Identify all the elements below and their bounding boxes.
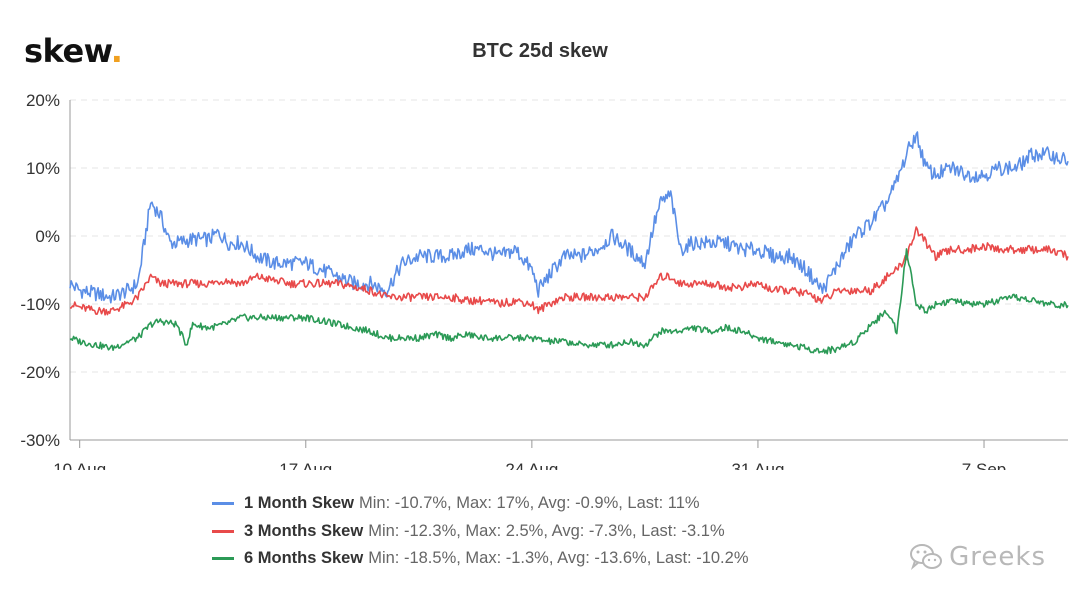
line-chart: 20% 10% 0% -10% -20% -30% 10 Aug 17 Aug 24 Aug 31… [20, 91, 1069, 470]
wechat-icon [910, 544, 943, 571]
series-line-3-months [70, 226, 1069, 316]
y-tick-label: 20% [26, 91, 60, 110]
x-tick-label: 7 Sep [962, 460, 1006, 470]
watermark-text: Greeks [949, 542, 1046, 572]
legend: 1 Month Skew Min: -10.7%, Max: 17%, Avg:… [212, 490, 749, 573]
legend-item-6-months[interactable]: 6 Months Skew Min: -18.5%, Max: -1.3%, A… [212, 545, 749, 573]
legend-stats-1-month: Min: -10.7%, Max: 17%, Avg: -0.9%, Last:… [359, 494, 700, 512]
series-line-1-month [69, 131, 1069, 304]
x-tick-label: 24 Aug [505, 460, 558, 470]
legend-label-3-months: 3 Months Skew [244, 521, 364, 540]
skew-logo: skew. [24, 32, 123, 70]
legend-stats-6-months: Min: -18.5%, Max: -1.3%, Avg: -13.6%, La… [368, 549, 749, 567]
y-tick-label: -30% [20, 431, 60, 450]
legend-item-1-month[interactable]: 1 Month Skew Min: -10.7%, Max: 17%, Avg:… [212, 490, 749, 518]
legend-label-1-month: 1 Month Skew [244, 494, 355, 512]
y-tick-label: -10% [20, 295, 60, 314]
legend-item-3-months[interactable]: 3 Months Skew Min: -12.3%, Max: 2.5%, Av… [212, 518, 749, 546]
y-tick-label: 10% [26, 159, 60, 178]
chart-title: BTC 25d skew [472, 40, 608, 62]
watermark: Greeks [909, 542, 1046, 572]
legend-swatch-1-month [212, 502, 234, 506]
series-line-6-months [69, 248, 1069, 355]
y-tick-label: 0% [35, 227, 60, 246]
legend-swatch-3-months [212, 529, 234, 533]
legend-label-6-months: 6 Months Skew [244, 549, 364, 567]
legend-stats-3-months: Min: -12.3%, Max: 2.5%, Avg: -7.3%, Last… [368, 521, 725, 540]
x-tick-label: 10 Aug [53, 460, 106, 470]
y-tick-label: -20% [20, 363, 60, 382]
legend-swatch-6-months [212, 557, 234, 561]
x-tick-label: 31 Aug [731, 460, 784, 470]
x-tick-label: 17 Aug [279, 460, 332, 470]
